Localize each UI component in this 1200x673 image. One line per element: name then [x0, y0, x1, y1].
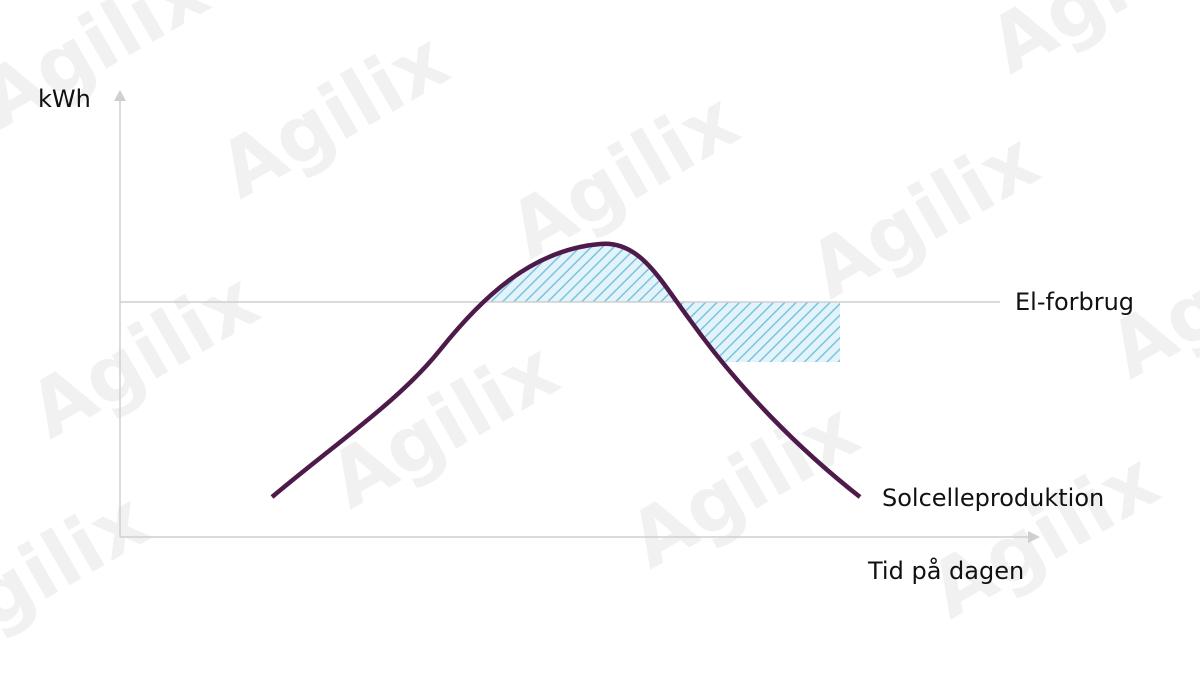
deficit-area — [678, 302, 840, 362]
watermark: Agilix — [915, 435, 1174, 636]
watermark: Agilix — [795, 115, 1054, 316]
watermark: Agilix — [315, 325, 574, 526]
watermark: Agilix — [15, 255, 274, 456]
consumption-label: El-forbrug — [1015, 288, 1134, 316]
y-axis-label: kWh — [38, 85, 91, 113]
watermark: Agilix — [0, 475, 163, 673]
production-label: Solcelleproduktion — [882, 484, 1104, 512]
watermark: Agilix — [0, 0, 223, 146]
x-axis-label: Tid på dagen — [867, 556, 1024, 585]
surplus-area — [483, 243, 677, 302]
production-curve — [270, 241, 862, 499]
x-axis-arrow — [1028, 531, 1040, 543]
watermark: Agilix — [975, 0, 1200, 91]
watermark: Agilix — [205, 15, 464, 216]
y-axis-arrow — [114, 90, 126, 101]
watermark: Agilix — [615, 385, 874, 586]
